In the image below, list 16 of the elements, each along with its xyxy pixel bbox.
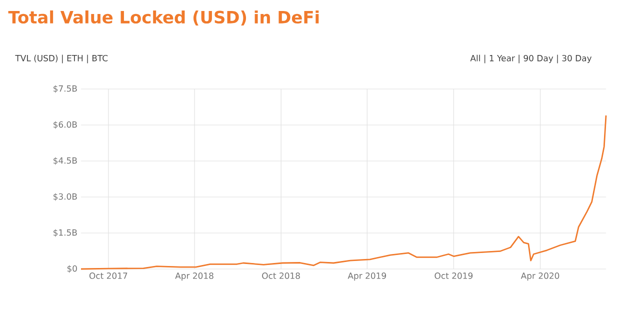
line-series bbox=[80, 114, 607, 270]
text: TVL (USD) | ETH | BTC bbox=[15, 54, 108, 64]
y-tick-label: $4.5B bbox=[54, 157, 77, 165]
x-tick-label: Oct 2018 bbox=[262, 272, 300, 279]
y-tick-label: $0 bbox=[67, 265, 77, 273]
x-tick-label: Oct 2017 bbox=[89, 272, 128, 279]
y-tick-label: $1.5B bbox=[54, 229, 77, 237]
y-tick-label: $6.0B bbox=[54, 121, 77, 129]
x-tick-label: Apr 2019 bbox=[348, 272, 386, 281]
y-tick-label: $3.0B bbox=[54, 193, 77, 201]
chart-title: Total Value Locked (USD) in DeFi bbox=[8, 10, 319, 26]
y-tick-label: $7.5B bbox=[54, 85, 77, 93]
x-tick-label: Apr 2018 bbox=[175, 272, 214, 281]
x-tick-label: Oct 2019 bbox=[434, 272, 473, 279]
x-tick-label: Apr 2020 bbox=[520, 272, 560, 281]
text: All | 1 Year | 90 Day | 30 Day bbox=[470, 54, 592, 64]
